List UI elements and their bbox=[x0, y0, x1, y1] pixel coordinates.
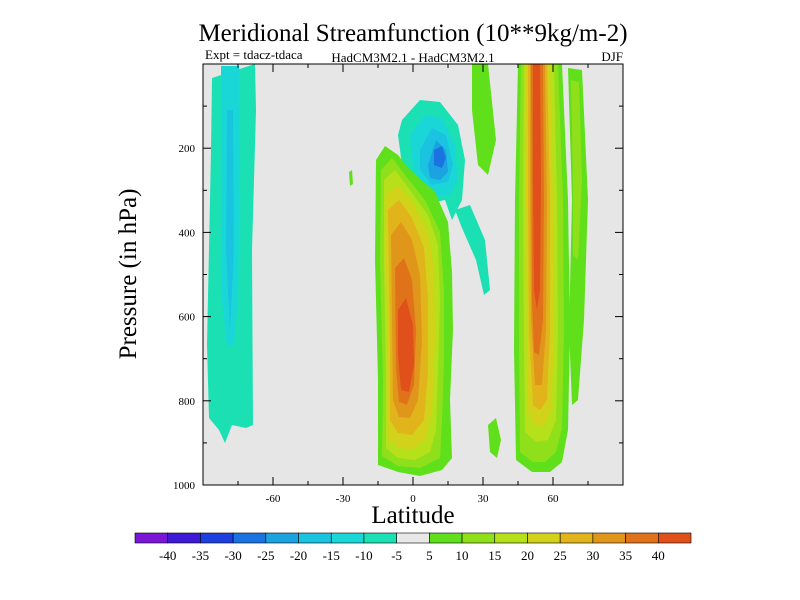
contour-upper-green-blob bbox=[472, 64, 496, 175]
colorbar-swatch bbox=[559, 532, 594, 544]
contour-upper-minus30 bbox=[434, 146, 446, 168]
minor-ticks bbox=[202, 64, 624, 485]
x-tick-label: -60 bbox=[266, 493, 281, 505]
colorbar-swatch bbox=[592, 532, 626, 544]
x-tick-label: -30 bbox=[336, 493, 351, 505]
colorbar-swatch bbox=[396, 532, 430, 544]
colorbar-label: 5 bbox=[426, 548, 433, 563]
colorbar-swatch bbox=[167, 532, 201, 544]
colorbar-label: -25 bbox=[257, 548, 274, 563]
contour-field bbox=[207, 64, 588, 476]
contour-trop-plus40 bbox=[398, 298, 414, 392]
colorbar-swatch bbox=[429, 532, 463, 544]
colorbar-swatch bbox=[265, 532, 299, 544]
colorbar-label: 40 bbox=[652, 548, 665, 563]
colorbar-label: -30 bbox=[224, 548, 241, 563]
colorbar-label: -35 bbox=[192, 548, 209, 563]
colorbar-label: 30 bbox=[586, 548, 599, 563]
y-tick-label: 600 bbox=[179, 312, 196, 324]
contour-sh-minus15 bbox=[226, 110, 234, 330]
colorbar-swatch bbox=[330, 532, 365, 544]
y-tick-label: 400 bbox=[179, 227, 196, 239]
contour-upper-tail bbox=[455, 205, 490, 295]
chart-subtitle-right: DJF bbox=[601, 49, 623, 64]
colorbar-label: -10 bbox=[355, 548, 372, 563]
colorbar-swatch bbox=[363, 532, 397, 544]
colorbar-label: 20 bbox=[521, 548, 534, 563]
colorbar-label: -20 bbox=[290, 548, 307, 563]
colorbar-swatch bbox=[461, 532, 496, 544]
colorbar-label: 35 bbox=[619, 548, 632, 563]
x-tick-label: 0 bbox=[410, 493, 416, 505]
colorbar-swatch bbox=[527, 532, 561, 544]
colorbar-swatch bbox=[298, 532, 332, 544]
colorbar: -40 -35 -30 -25 -20 -15 -10 -5 5 10 15 20 25 30 35 40 bbox=[134, 532, 692, 563]
x-axis: -60 -30 0 30 60 bbox=[266, 64, 559, 505]
colorbar-label: 15 bbox=[488, 548, 501, 563]
chart-title: Meridional Streamfunction (10**9kg/m-2) bbox=[198, 20, 627, 47]
colorbar-swatch bbox=[494, 532, 528, 544]
y-axis: 200 400 600 800 1000 bbox=[173, 143, 623, 492]
colorbar-swatch bbox=[232, 532, 267, 544]
x-tick-label: 60 bbox=[548, 493, 560, 505]
contour-mid-plus40 bbox=[533, 64, 541, 310]
chart-subtitle-left: Expt = tdacz-tdaca bbox=[205, 47, 303, 62]
colorbar-swatch bbox=[625, 532, 659, 544]
chart-subtitle-center: HadCM3M2.1 - HadCM3M2.1 bbox=[331, 50, 494, 65]
colorbar-swatch bbox=[657, 532, 692, 544]
y-tick-label: 200 bbox=[179, 143, 196, 155]
colorbar-swatch bbox=[134, 532, 169, 544]
colorbar-swatch bbox=[200, 532, 234, 544]
colorbar-label: -15 bbox=[323, 548, 340, 563]
x-axis-label: Latitude bbox=[371, 502, 454, 529]
contour-sfc-green-blob bbox=[488, 418, 501, 458]
contour-small-spot bbox=[349, 170, 353, 186]
colorbar-label: -5 bbox=[391, 548, 402, 563]
contour-mid-edge-plume-inner bbox=[571, 80, 582, 260]
colorbar-label: 10 bbox=[456, 548, 469, 563]
colorbar-label: 25 bbox=[554, 548, 567, 563]
x-tick-label: 30 bbox=[478, 493, 490, 505]
y-tick-label: 800 bbox=[179, 396, 196, 408]
y-axis-label: Pressure (in hPa) bbox=[115, 189, 142, 360]
colorbar-label: -40 bbox=[159, 548, 176, 563]
y-tick-label: 1000 bbox=[173, 480, 196, 492]
